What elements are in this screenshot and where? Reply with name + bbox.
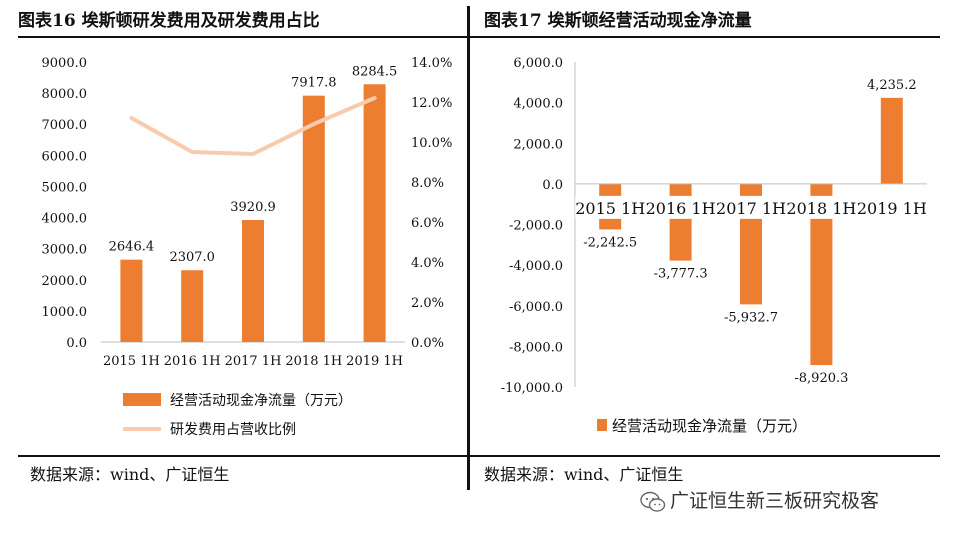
left-y-tick-label: 7000.0 xyxy=(42,118,88,133)
left-y-tick-label: 4000.0 xyxy=(42,212,88,227)
bottom-divider xyxy=(18,455,940,457)
x-tick-label: 2015 1H xyxy=(103,354,160,369)
bar xyxy=(181,270,204,342)
bar xyxy=(810,183,833,366)
left-chart-title: 图表16 埃斯顿研发费用及研发费用占比 xyxy=(18,11,320,31)
x-tick-label: 2017 1H xyxy=(716,199,786,218)
bar xyxy=(302,95,325,342)
center-divider xyxy=(467,6,470,490)
data-label: -8,920.3 xyxy=(794,371,848,386)
watermark: 广证恒生新三板研究极客 xyxy=(640,486,879,513)
left-y2-tick-label: 0.0% xyxy=(411,336,444,351)
x-tick-label: 2016 1H xyxy=(646,199,716,218)
left-y2-tick-label: 6.0% xyxy=(411,216,444,231)
right-chart-title: 图表17 埃斯顿经营活动现金净流量 xyxy=(484,11,752,31)
data-label: 8284.5 xyxy=(352,64,398,79)
left-source-note: 数据来源：wind、广证恒生 xyxy=(30,465,230,484)
x-tick-label-bg xyxy=(786,195,857,219)
right-y-tick-label: 4,000.0 xyxy=(513,97,563,112)
left-y-tick-label: 3000.0 xyxy=(42,243,88,258)
right-y-tick-label: 2,000.0 xyxy=(513,137,563,152)
right-y-tick-label: -8,000.0 xyxy=(509,340,563,355)
left-y-tick-label: 6000.0 xyxy=(42,149,88,164)
left-y2-tick-label: 10.0% xyxy=(411,136,452,151)
x-tick-label: 2015 1H xyxy=(575,199,645,218)
top-divider xyxy=(18,36,940,38)
x-tick-label: 2017 1H xyxy=(225,354,282,369)
legend-label-bar: 经营活动现金净流量（万元） xyxy=(170,393,352,409)
x-tick-label: 2018 1H xyxy=(285,354,342,369)
legend-label-bar: 经营活动现金净流量（万元） xyxy=(612,417,807,435)
bar xyxy=(880,97,903,184)
right-y-tick-label: -6,000.0 xyxy=(509,300,563,315)
left-y2-tick-label: 14.0% xyxy=(411,56,452,71)
x-tick-label-bg xyxy=(645,195,716,219)
data-label: 2646.4 xyxy=(109,240,155,255)
left-y-tick-label: 1000.0 xyxy=(42,305,88,320)
wechat-icon xyxy=(640,491,666,512)
data-label: 7917.8 xyxy=(291,76,337,91)
left-y-tick-label: 5000.0 xyxy=(42,180,88,195)
left-y-tick-label: 8000.0 xyxy=(42,87,88,102)
data-label: 2307.0 xyxy=(169,250,215,265)
bar xyxy=(669,183,692,261)
bar xyxy=(363,84,386,342)
legend-label-line: 研发费用占营收比例 xyxy=(170,422,296,438)
left-y2-tick-label: 2.0% xyxy=(411,296,444,311)
left-y-tick-label: 2000.0 xyxy=(42,274,88,289)
right-y-tick-label: 6,000.0 xyxy=(513,56,563,71)
x-tick-label-bg xyxy=(856,195,927,219)
legend-swatch-bar xyxy=(123,393,161,406)
data-label: -5,932.7 xyxy=(724,310,778,325)
x-tick-label-bg xyxy=(716,195,786,219)
left-y-tick-label: 0.0 xyxy=(66,336,87,351)
left-y2-tick-label: 8.0% xyxy=(411,176,444,191)
right-y-tick-label: -2,000.0 xyxy=(509,219,563,234)
right-y-tick-label: -4,000.0 xyxy=(509,259,563,274)
data-label: 4,235.2 xyxy=(867,78,917,93)
legend-swatch-bar xyxy=(597,419,607,431)
x-tick-label-bg xyxy=(575,195,646,219)
series-line xyxy=(129,96,377,156)
data-label: 3920.9 xyxy=(230,200,276,215)
left-y2-tick-label: 4.0% xyxy=(411,256,444,271)
right-y-tick-label: -10,000.0 xyxy=(501,381,563,396)
x-tick-label: 2016 1H xyxy=(164,354,221,369)
bar xyxy=(242,220,264,342)
right-y-tick-label: 0.0 xyxy=(542,178,563,193)
left-y2-tick-label: 12.0% xyxy=(411,96,452,111)
data-label: -3,777.3 xyxy=(654,267,708,282)
right-source-note: 数据来源：wind、广证恒生 xyxy=(484,465,684,484)
watermark-text: 广证恒生新三板研究极客 xyxy=(670,490,880,512)
left-y-tick-label: 9000.0 xyxy=(42,56,88,71)
x-tick-label: 2019 1H xyxy=(857,199,927,218)
data-label: -2,242.5 xyxy=(583,235,637,250)
x-tick-label: 2018 1H xyxy=(786,199,856,218)
bar xyxy=(120,259,143,342)
x-tick-label: 2019 1H xyxy=(346,354,403,369)
